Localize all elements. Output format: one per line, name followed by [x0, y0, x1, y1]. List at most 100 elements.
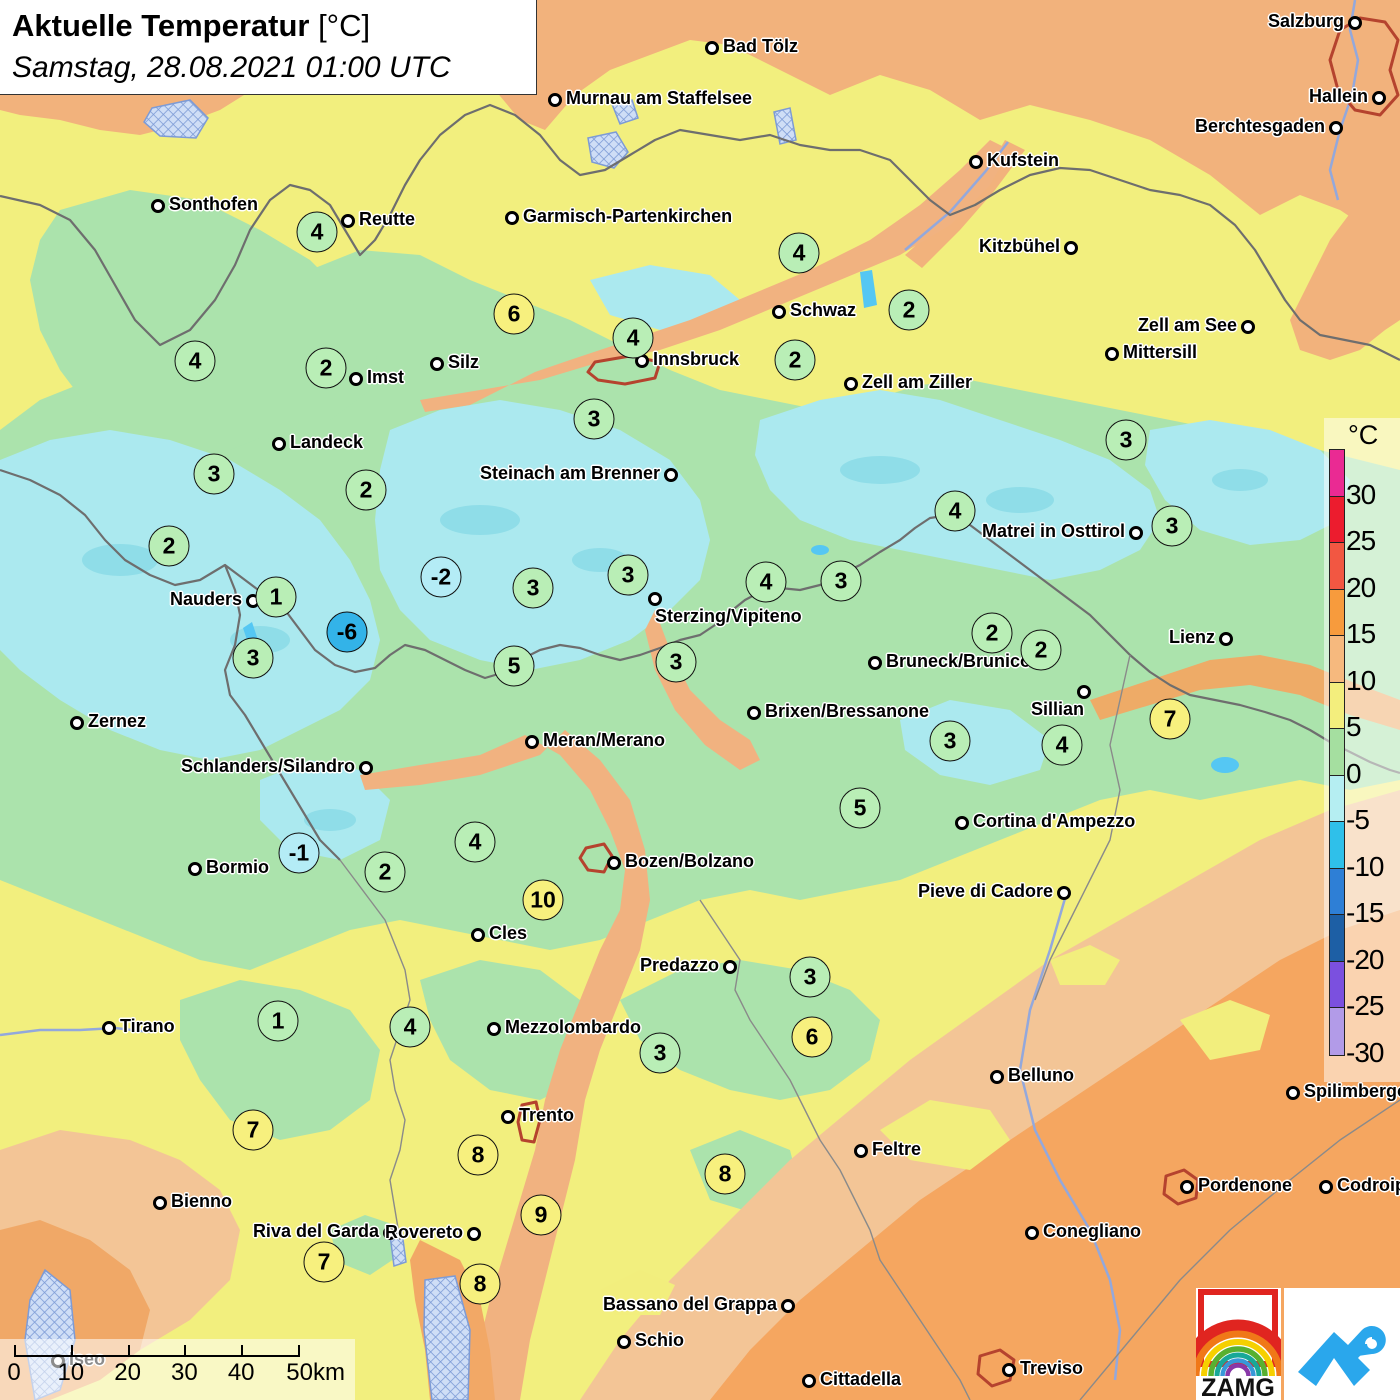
city-label: Pordenone — [1198, 1175, 1293, 1195]
city-label: Riva del Garda — [252, 1221, 379, 1241]
legend-tick-label: -25 — [1346, 990, 1384, 1021]
temp-value-badge: 2 — [305, 347, 347, 389]
city-marker-icon — [467, 1227, 481, 1241]
city-marker-icon — [990, 1070, 1004, 1084]
temp-value-badge: 8 — [459, 1263, 501, 1305]
scale-bar-tick — [14, 1345, 16, 1357]
city-label: Spilimbergo — [1304, 1081, 1400, 1101]
city-label: Tirano — [120, 1016, 175, 1036]
city-marker-icon — [1057, 886, 1071, 900]
legend-band — [1330, 1008, 1344, 1055]
legend-tick-label: 10 — [1346, 664, 1376, 696]
city-label: Bienno — [171, 1191, 232, 1211]
temp-value-badge: 8 — [704, 1153, 746, 1195]
city-label: Belluno — [1008, 1065, 1074, 1085]
title-unit: [°C] — [309, 8, 371, 43]
city-marker-icon — [1372, 91, 1386, 105]
city-marker-icon — [153, 1196, 167, 1210]
legend-band — [1330, 450, 1344, 497]
legend-tick-label: -15 — [1346, 897, 1384, 928]
city-marker-icon — [747, 706, 761, 720]
temp-value-badge: 4 — [745, 561, 787, 603]
city-marker-icon — [383, 1226, 397, 1240]
city-marker-icon — [723, 960, 737, 974]
legend-band — [1330, 822, 1344, 869]
legend-unit-label: °C — [1348, 420, 1379, 450]
legend-band — [1330, 729, 1344, 776]
legend-tick-label: -5 — [1346, 804, 1370, 835]
legend-tick-label: 15 — [1346, 618, 1376, 649]
city-label: Schio — [635, 1330, 685, 1350]
city-marker-icon — [70, 716, 84, 730]
city-marker-icon — [1348, 16, 1362, 30]
legend-tick-label: 30 — [1346, 478, 1376, 510]
city-marker-icon — [188, 862, 202, 876]
city-label: Conegliano — [1043, 1221, 1141, 1241]
map-title: Aktuelle Temperatur [°C] — [12, 5, 524, 47]
legend-tick-label: -10 — [1346, 850, 1384, 882]
city-marker-icon — [1105, 347, 1119, 361]
city-label: Matrei in Osttirol — [981, 521, 1125, 541]
city-label: Zell am See — [1137, 315, 1237, 335]
city-label: Schwaz — [790, 300, 857, 320]
city-label: Sonthofen — [169, 194, 258, 214]
city-marker-icon — [1077, 685, 1091, 699]
temp-value-badge: 7 — [1149, 698, 1191, 740]
city-label: Reutte — [359, 209, 416, 229]
city-label: Berchtesgaden — [1194, 116, 1325, 136]
city-marker-icon — [802, 1374, 816, 1388]
city-label: Bozen/Bolzano — [625, 851, 754, 871]
city-label: Schlanders/Silandro — [180, 756, 355, 776]
title-main: Aktuelle Temperatur — [12, 8, 310, 43]
temp-value-badge: 8 — [457, 1134, 499, 1176]
scale-bar-label: 0 — [7, 1359, 21, 1386]
temp-value-badge: 6 — [493, 293, 535, 335]
city-label: Codroipo — [1337, 1175, 1400, 1195]
legend-tick-label: 5 — [1346, 711, 1362, 742]
city-label: Zell am Ziller — [862, 372, 973, 392]
city-marker-icon — [1002, 1363, 1016, 1377]
temp-value-badge: 3 — [655, 641, 697, 683]
city-label: Sillian — [1030, 699, 1084, 719]
scale-bar-label: 40 — [227, 1359, 255, 1386]
city-marker-icon — [1180, 1180, 1194, 1194]
city-marker-icon — [341, 214, 355, 228]
city-marker-icon — [955, 816, 969, 830]
city-marker-icon — [607, 856, 621, 870]
city-label: Rovereto — [384, 1222, 463, 1242]
city-label: Predazzo — [639, 955, 719, 975]
legend-band — [1330, 589, 1344, 636]
zamg-logo-text: ZAMG — [1201, 1374, 1275, 1400]
legend-band — [1330, 543, 1344, 590]
city-marker-icon — [617, 1335, 631, 1349]
temp-value-badge: 10 — [522, 879, 564, 921]
city-marker-icon — [487, 1022, 501, 1036]
city-marker-icon — [1219, 632, 1233, 646]
city-marker-icon — [705, 41, 719, 55]
map-subtitle-datetime: Samstag, 28.08.2021 01:00 UTC — [12, 51, 451, 84]
legend-tick-label: -20 — [1346, 943, 1384, 975]
legend-bar — [1329, 449, 1345, 1056]
temp-value-badge: 5 — [493, 645, 535, 687]
city-marker-icon — [1286, 1086, 1300, 1100]
temp-value-badge: 2 — [148, 525, 190, 567]
legend-band — [1330, 682, 1344, 729]
mountain-cloud-icon — [1284, 1288, 1400, 1400]
city-label: Innsbruck — [653, 349, 740, 369]
legend-tick-label: 25 — [1346, 525, 1376, 556]
city-label: Cles — [489, 923, 528, 943]
legend-band — [1330, 636, 1344, 683]
city-marker-icon — [151, 199, 165, 213]
temp-value-badge: 2 — [364, 851, 406, 893]
temp-value-badge: 4 — [612, 317, 654, 359]
city-label: Sterzing/Vipiteno — [655, 606, 802, 626]
temp-value-badge: 7 — [232, 1109, 274, 1151]
temp-value-badge: -6 — [326, 611, 368, 653]
temp-value-badge: 3 — [512, 567, 554, 609]
temp-value-badge: 1 — [255, 576, 297, 618]
temp-value-badge: 2 — [971, 612, 1013, 654]
temp-value-badge: 1 — [257, 1000, 299, 1042]
legend-band — [1330, 496, 1344, 543]
partner-logo — [1284, 1288, 1400, 1400]
temp-value-badge: 3 — [573, 398, 615, 440]
